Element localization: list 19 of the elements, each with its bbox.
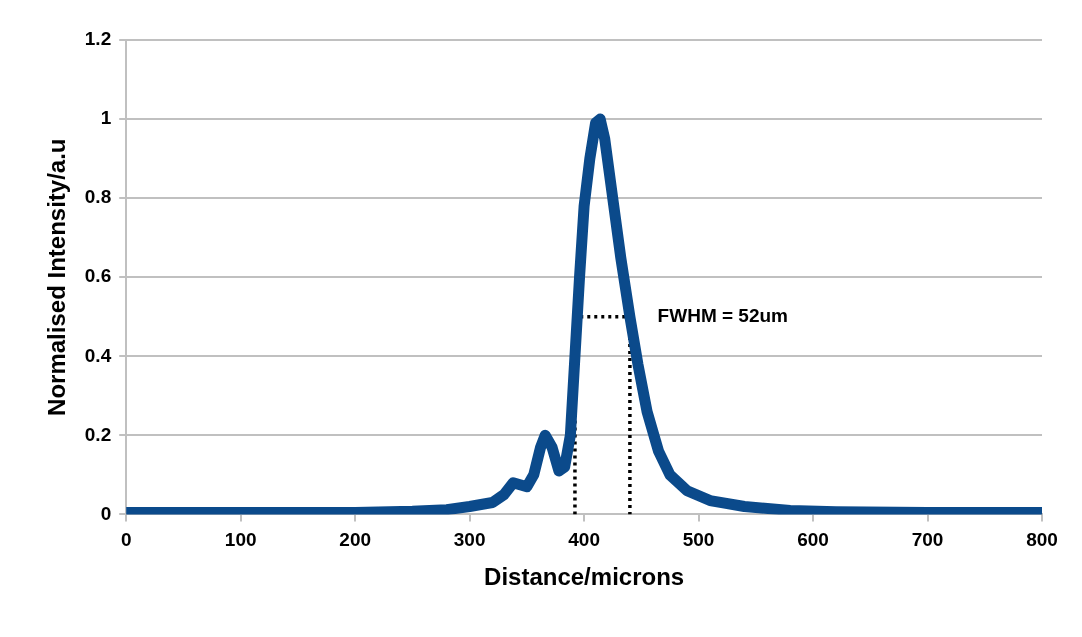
x-tick-label: 0: [120, 529, 132, 551]
x-tick-label: 100: [224, 529, 257, 551]
x-tick-label: 200: [339, 529, 372, 551]
x-tick-label: 300: [453, 529, 486, 551]
x-tick-label: 700: [911, 529, 944, 551]
x-tick-label: 500: [682, 529, 715, 551]
y-tick-label: 0.2: [84, 423, 112, 445]
x-axis-title: Distance/microns: [484, 563, 685, 591]
y-tick-label: 0.8: [84, 186, 112, 208]
y-tick-label: 0.6: [84, 265, 112, 287]
y-axis-title: Normalised Intensity/a.u: [43, 138, 71, 416]
y-tick-label: 0.4: [84, 344, 112, 366]
x-tick-label: 800: [1026, 529, 1058, 551]
y-tick-label: 0: [100, 502, 112, 524]
y-tick-label: 1.2: [84, 28, 112, 50]
annotation: FWHM = 52um: [657, 304, 788, 326]
x-tick-label: 600: [797, 529, 829, 551]
y-tick-label: 1: [100, 107, 112, 129]
x-tick-label: 400: [568, 529, 600, 551]
